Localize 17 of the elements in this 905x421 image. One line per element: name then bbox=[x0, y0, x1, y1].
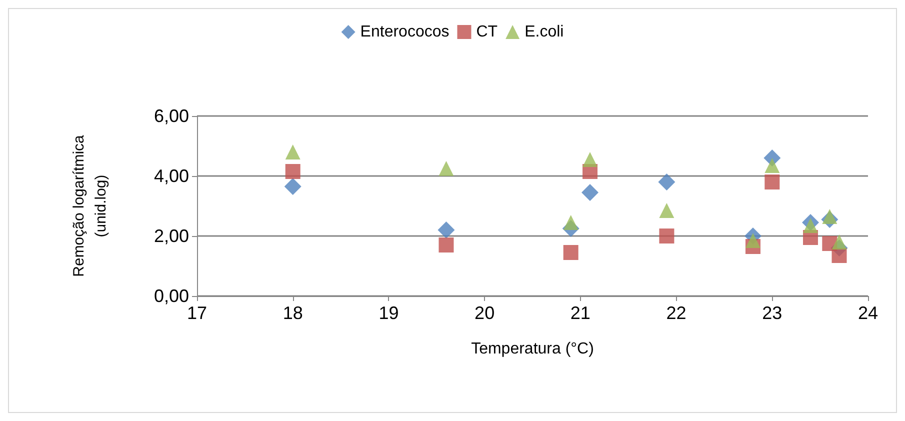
y-tick-label: 6,00 bbox=[154, 106, 189, 126]
x-tick-label: 18 bbox=[282, 303, 303, 323]
legend-label: E.coli bbox=[524, 24, 564, 40]
y-tick-label: 0,00 bbox=[154, 286, 189, 306]
x-tick-label: 22 bbox=[666, 303, 686, 323]
x-tick-label: 20 bbox=[474, 303, 495, 323]
x-axis-title: Temperatura (°C) bbox=[471, 340, 594, 358]
x-tick-label: 24 bbox=[858, 303, 878, 323]
x-tick-label: 17 bbox=[186, 303, 208, 323]
x-tick-label: 21 bbox=[570, 303, 590, 323]
y-axis-title: Remoção logarítmica (unid.log) bbox=[70, 134, 110, 277]
x-tick-label: 19 bbox=[378, 303, 399, 323]
y-tick-label: 2,00 bbox=[154, 226, 189, 246]
y-tick-label: 4,00 bbox=[154, 166, 189, 186]
legend-label: Enterococos bbox=[360, 24, 450, 40]
x-tick-label: 23 bbox=[762, 303, 782, 323]
legend-label: CT bbox=[476, 24, 498, 40]
